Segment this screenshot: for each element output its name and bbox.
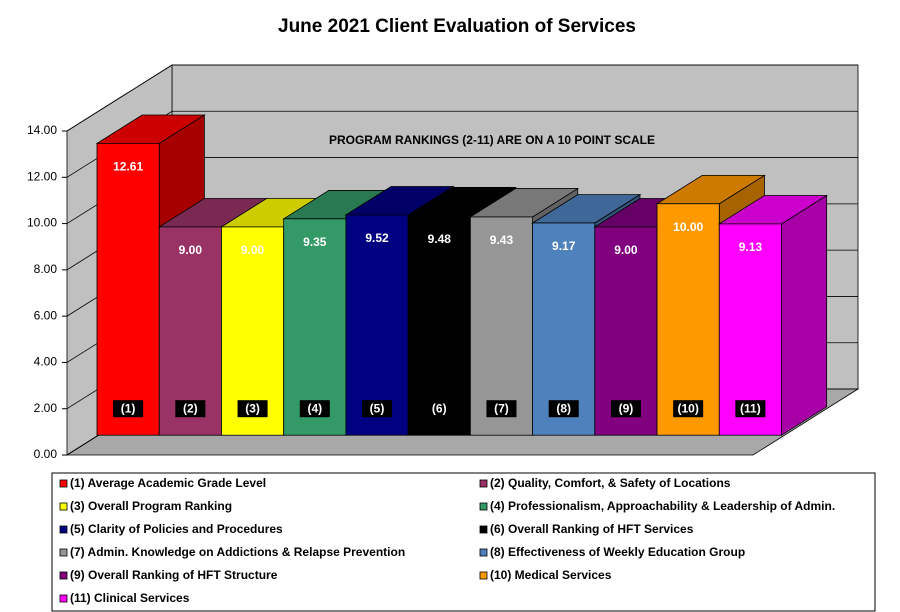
y-tick-label: 6.00 (34, 308, 58, 322)
legend-swatch (479, 548, 488, 557)
value-label: 12.61 (113, 160, 143, 174)
legend-swatch (59, 548, 68, 557)
legend-label: (3) Overall Program Ranking (70, 499, 232, 513)
legend-label: (5) Clarity of Policies and Procedures (70, 522, 283, 536)
category-label: (11) (740, 401, 761, 415)
category-label: (3) (245, 401, 260, 415)
value-label: 9.35 (303, 235, 327, 249)
category-label: (10) (677, 401, 698, 415)
category-label-box (548, 400, 579, 418)
category-label: (9) (619, 401, 634, 415)
value-label: 9.00 (241, 243, 265, 257)
category-label: (1) (121, 401, 136, 415)
annotation: PROGRAM RANKINGS (2-11) ARE ON A 10 POIN… (329, 133, 655, 147)
value-label: 10.00 (673, 220, 703, 234)
category-label: (8) (556, 401, 571, 415)
category-label: (2) (183, 401, 198, 415)
legend-swatch (59, 479, 68, 488)
category-label-box (610, 400, 641, 418)
y-tick-label: 2.00 (34, 401, 58, 415)
legend-label: (6) Overall Ranking of HFT Services (490, 522, 694, 536)
chart-title: June 2021 Client Evaluation of Services (278, 16, 636, 37)
y-tick-label: 4.00 (34, 355, 58, 369)
y-tick-label: 10.00 (27, 216, 57, 230)
legend-label: (2) Quality, Comfort, & Safety of Locati… (490, 476, 731, 490)
legend-box (51, 472, 876, 612)
bar (532, 222, 596, 436)
category-label-box (175, 400, 206, 418)
category-label-box (299, 400, 330, 418)
category-label-box (486, 400, 517, 418)
value-label: 9.13 (739, 240, 763, 254)
category-label: (7) (494, 401, 509, 415)
category-label-box (735, 400, 766, 418)
y-tick-label: 12.00 (27, 169, 57, 183)
category-label: (4) (307, 401, 322, 415)
y-tick-label: 14.00 (27, 123, 57, 137)
legend-swatch (59, 525, 68, 534)
category-label-box (673, 400, 704, 418)
grid-line (66, 64, 858, 132)
legend-swatch (479, 479, 488, 488)
value-label: 9.43 (490, 233, 514, 247)
legend-swatch (479, 571, 488, 580)
bar (656, 203, 720, 436)
category-label: (6) (432, 401, 447, 415)
bar (283, 218, 347, 436)
bar (345, 214, 409, 436)
legend-label: (11) Clinical Services (70, 591, 190, 605)
legend-swatch (59, 502, 68, 511)
value-label: 9.17 (552, 239, 576, 253)
value-label: 9.00 (614, 243, 638, 257)
value-label: 9.52 (365, 231, 389, 245)
category-label-box (424, 400, 455, 418)
legend-label: (10) Medical Services (490, 568, 612, 582)
legend-label: (8) Effectiveness of Weekly Education Gr… (490, 545, 745, 559)
legend-swatch (479, 525, 488, 534)
category-label-box (237, 400, 268, 418)
bar (96, 142, 160, 436)
category-label: (5) (370, 401, 385, 415)
bar (718, 223, 782, 436)
legend-label: (1) Average Academic Grade Level (70, 476, 266, 490)
legend-swatch (59, 594, 68, 603)
y-tick-label: 0.00 (34, 447, 58, 461)
category-label-box (362, 400, 393, 418)
value-label: 9.48 (428, 232, 452, 246)
y-tick-label: 8.00 (34, 262, 58, 276)
bar-side (781, 194, 828, 436)
legend-label: (4) Professionalism, Approachability & L… (490, 499, 835, 513)
value-label: 9.00 (179, 243, 203, 257)
bar (469, 216, 533, 436)
category-label-box (113, 400, 144, 418)
legend-label: (7) Admin. Knowledge on Addictions & Rel… (70, 545, 405, 559)
legend-swatch (479, 502, 488, 511)
legend-swatch (59, 571, 68, 580)
bar (407, 215, 471, 436)
legend-label: (9) Overall Ranking of HFT Structure (70, 568, 278, 582)
